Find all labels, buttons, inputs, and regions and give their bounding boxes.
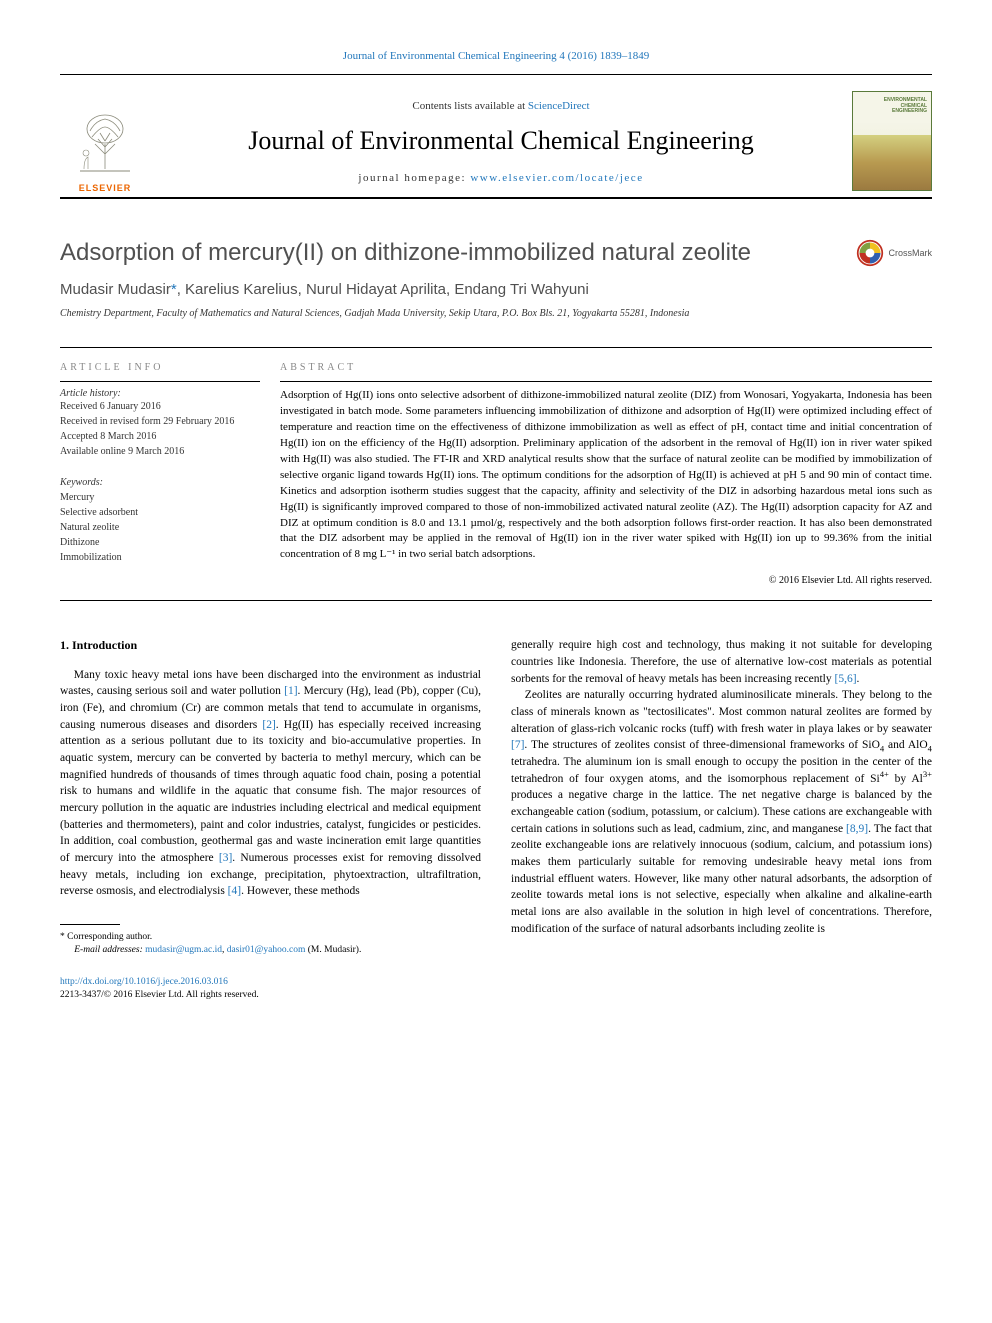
body-col-left: 1. Introduction Many toxic heavy metal i… [60,637,481,1002]
corresponding-label: * Corresponding author. [60,932,152,942]
abstract-label: ABSTRACT [280,362,932,382]
body-col-right: generally require high cost and technolo… [511,637,932,1002]
running-header: Journal of Environmental Chemical Engine… [60,50,932,62]
list-item: Mercury [60,490,260,505]
keywords-list: MercurySelective adsorbentNatural zeolit… [60,490,260,565]
list-item: Natural zeolite [60,520,260,535]
article-info-col: ARTICLE INFO Article history: Received 6… [60,348,280,600]
list-item: Immobilization [60,550,260,565]
authors: Mudasir Mudasir*, Karelius Karelius, Nur… [60,281,932,298]
list-item: Selective adsorbent [60,505,260,520]
cover-text: ENVIRONMENTAL CHEMICAL ENGINEERING [884,98,927,115]
section-heading: 1. Introduction [60,637,481,654]
crossmark-icon [856,239,884,267]
contents-line-text: Contents lists available at [412,100,527,112]
body-paragraph: Zeolites are naturally occurring hydrate… [511,687,932,937]
body-columns: 1. Introduction Many toxic heavy metal i… [60,637,932,1002]
history-label: Article history: [60,388,260,399]
homepage-link[interactable]: www.elsevier.com/locate/jece [470,172,643,184]
affiliation: Chemistry Department, Faculty of Mathema… [60,308,932,319]
journal-title: Journal of Environmental Chemical Engine… [248,126,753,156]
list-item: Received in revised form 29 February 201… [60,414,260,429]
crossmark-badge[interactable]: CrossMark [856,239,932,267]
journal-homepage: journal homepage: www.elsevier.com/locat… [358,172,643,184]
email-tail: (M. Mudasir). [308,945,362,955]
body-paragraph: Many toxic heavy metal ions have been di… [60,667,481,900]
doi-link[interactable]: http://dx.doi.org/10.1016/j.jece.2016.03… [60,977,228,987]
elsevier-wordmark: ELSEVIER [79,183,132,193]
journal-cover-thumbnail: ENVIRONMENTAL CHEMICAL ENGINEERING [852,91,932,191]
article-title: Adsorption of mercury(II) on dithizone-i… [60,239,836,267]
keywords-label: Keywords: [60,477,260,488]
crossmark-label: CrossMark [888,248,932,258]
doi-block: http://dx.doi.org/10.1016/j.jece.2016.03… [60,976,481,1003]
journal-banner: ELSEVIER Contents lists available at Sci… [60,74,932,199]
sciencedirect-link[interactable]: ScienceDirect [528,100,590,112]
elsevier-logo: ELSEVIER [60,87,150,197]
email-label: E-mail addresses: [74,945,143,955]
abstract-copyright: © 2016 Elsevier Ltd. All rights reserved… [280,575,932,586]
citation-link[interactable]: Journal of Environmental Chemical Engine… [343,50,649,62]
info-abstract-row: ARTICLE INFO Article history: Received 6… [60,347,932,601]
banner-center: Contents lists available at ScienceDirec… [150,87,852,197]
abstract-text: Adsorption of Hg(II) ions onto selective… [280,388,932,563]
homepage-label: journal homepage: [358,172,470,184]
list-item: Available online 9 March 2016 [60,444,260,459]
elsevier-tree-icon [70,109,140,179]
list-item: Received 6 January 2016 [60,399,260,414]
abstract-col: ABSTRACT Adsorption of Hg(II) ions onto … [280,348,932,600]
email-link-2[interactable]: dasir01@yahoo.com [227,945,306,955]
keywords-block: Keywords: MercurySelective adsorbentNatu… [60,477,260,565]
email-link-1[interactable]: mudasir@ugm.ac.id [145,945,222,955]
list-item: Accepted 8 March 2016 [60,429,260,444]
article-title-row: Adsorption of mercury(II) on dithizone-i… [60,239,932,267]
body-paragraph: generally require high cost and technolo… [511,637,932,687]
article-info-label: ARTICLE INFO [60,362,260,382]
contents-line: Contents lists available at ScienceDirec… [412,100,589,112]
doi-copyright: 2213-3437/© 2016 Elsevier Ltd. All right… [60,990,259,1000]
footnote-separator [60,924,120,925]
cover-image [853,135,931,190]
history-list: Received 6 January 2016Received in revis… [60,399,260,459]
list-item: Dithizone [60,535,260,550]
footnote: * Corresponding author. E-mail addresses… [60,931,481,958]
